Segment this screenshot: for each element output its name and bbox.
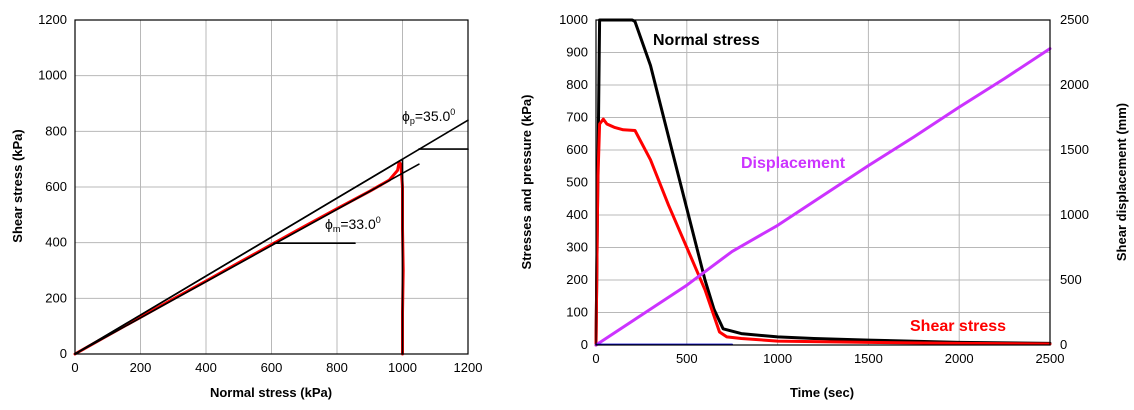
right-chart-x-tick-labels: 0 500 1000 1500 2000 2500 xyxy=(592,351,1064,366)
right-chart-left-y-axis-label: Stresses and pressure (kPa) xyxy=(519,95,534,270)
y-tick-label: 200 xyxy=(45,290,67,305)
left-chart-y-tick-labels: 0 200 400 600 800 1000 1200 xyxy=(38,12,67,361)
phi-p-symbol: ϕ xyxy=(402,108,410,124)
y-tick-label: 800 xyxy=(45,123,67,138)
left-chart-gridlines xyxy=(74,19,469,355)
x-tick-label: 1500 xyxy=(854,351,883,366)
right-y-tick-label: 500 xyxy=(1060,272,1082,287)
y-tick-label: 1000 xyxy=(38,68,67,83)
phi-m-superscript: 0 xyxy=(376,215,381,225)
y-tick-label: 600 xyxy=(45,179,67,194)
y-tick-label: 500 xyxy=(566,175,588,190)
y-tick-label: 900 xyxy=(566,45,588,60)
x-tick-label: 400 xyxy=(195,360,217,375)
left-chart-series xyxy=(73,119,469,356)
phi-p-value: =35.0 xyxy=(415,108,451,124)
plot-area-border xyxy=(74,19,469,355)
y-tick-label: 0 xyxy=(581,337,588,352)
y-tick-label: 300 xyxy=(566,240,588,255)
series-label-displacement: Displacement xyxy=(741,155,846,172)
left-chart-x-tick-labels: 0 200 400 600 800 1000 1200 xyxy=(71,360,482,375)
right-chart-x-axis-label: Time (sec) xyxy=(790,385,854,400)
x-tick-label: 800 xyxy=(326,360,348,375)
right-chart-time-history: 0 500 1000 1500 2000 2500 0 100 200 300 400 500 600… xyxy=(519,12,1129,400)
y-tick-label: 1200 xyxy=(38,12,67,27)
phi-p-annotation: ϕp=35.00 xyxy=(402,107,455,126)
series-label-shear-stress: Shear stress xyxy=(910,318,1006,335)
x-tick-label: 200 xyxy=(130,360,152,375)
phi-m-subscript: m xyxy=(333,224,341,234)
right-chart-right-y-axis-label: Shear displacement (mm) xyxy=(1114,103,1129,261)
right-y-tick-label: 0 xyxy=(1060,337,1067,352)
left-chart-failure-envelope: 0 200 400 600 800 1000 1200 0 200 400 600 800 1000 1… xyxy=(10,12,482,400)
series-line-2 xyxy=(74,119,469,355)
series-line-shear-stress xyxy=(594,117,1052,347)
right-chart-right-y-tick-labels: 0 500 1000 1500 2000 2500 xyxy=(1060,12,1089,352)
series-label-normal-stress: Normal stress xyxy=(653,32,760,49)
series-line-displacement xyxy=(594,47,1052,347)
x-tick-label: 600 xyxy=(261,360,283,375)
y-tick-label: 200 xyxy=(566,272,588,287)
right-y-tick-label: 1500 xyxy=(1060,142,1089,157)
x-tick-label: 0 xyxy=(71,360,78,375)
left-chart-y-axis-label: Shear stress (kPa) xyxy=(10,129,25,242)
y-tick-label: 1000 xyxy=(559,12,588,27)
right-y-tick-label: 2500 xyxy=(1060,12,1089,27)
right-chart-axes xyxy=(595,19,1051,346)
phi-m-annotation: ϕm=33.00 xyxy=(325,215,381,234)
phi-p-superscript: 0 xyxy=(450,107,455,117)
x-tick-label: 1200 xyxy=(454,360,483,375)
x-tick-label: 1000 xyxy=(763,351,792,366)
right-chart-gridlines xyxy=(595,19,1051,346)
y-tick-label: 400 xyxy=(566,207,588,222)
right-y-tick-label: 2000 xyxy=(1060,77,1089,92)
x-tick-label: 500 xyxy=(676,351,698,366)
right-y-tick-label: 1000 xyxy=(1060,207,1089,222)
left-chart-axes xyxy=(74,19,469,355)
y-tick-label: 0 xyxy=(60,346,67,361)
phi-m-value: =33.0 xyxy=(340,216,376,232)
series-line-3 xyxy=(74,163,420,355)
y-tick-label: 100 xyxy=(566,305,588,320)
y-tick-label: 600 xyxy=(566,142,588,157)
left-chart-x-axis-label: Normal stress (kPa) xyxy=(210,385,332,400)
phi-p-subscript: p xyxy=(410,116,415,126)
y-tick-label: 400 xyxy=(45,235,67,250)
x-tick-label: 2500 xyxy=(1036,351,1065,366)
x-tick-label: 1000 xyxy=(388,360,417,375)
x-tick-label: 2000 xyxy=(945,351,974,366)
right-chart-left-y-tick-labels: 0 100 200 300 400 500 600 700 800 900 1000 xyxy=(559,12,588,352)
y-tick-label: 800 xyxy=(566,77,588,92)
plot-area-border xyxy=(595,19,1051,346)
phi-m-symbol: ϕ xyxy=(325,216,333,232)
x-tick-label: 0 xyxy=(592,351,599,366)
y-tick-label: 700 xyxy=(566,110,588,125)
